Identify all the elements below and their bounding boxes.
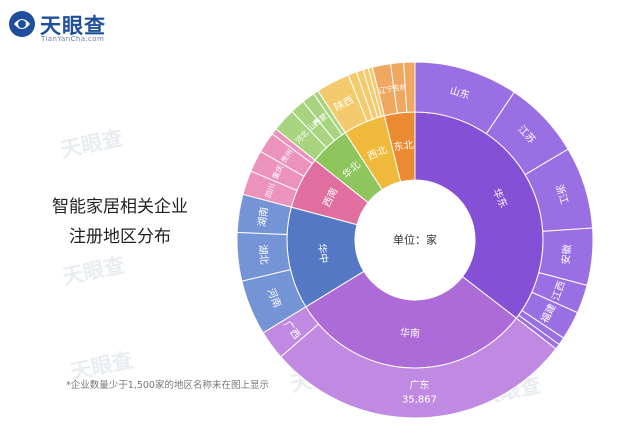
province-label: 广东	[410, 378, 430, 391]
tianyancha-logo-icon	[9, 11, 35, 37]
province-label: 辽宁	[378, 83, 395, 96]
footnote: *企业数量少于1,500家的地区名称未在图上显示	[66, 380, 269, 391]
brand-sub: TianYanCha.com	[41, 35, 105, 43]
chart-title-line: 注册地区分布	[69, 227, 171, 247]
region-label: 华中	[315, 243, 331, 265]
province-slice-6-2[interactable]	[403, 61, 416, 113]
province-label: 湖北	[256, 244, 270, 265]
province-value-label: 35,867	[402, 394, 437, 405]
center-label: 单位：家	[393, 233, 437, 247]
province-label: 吉林	[392, 82, 408, 94]
chart-title-line: 智能家居相关企业	[52, 197, 188, 217]
center-hole	[355, 180, 475, 300]
region-label: 华南	[400, 326, 421, 340]
province-label: 安徽	[559, 244, 574, 265]
province-label: 浙江	[553, 183, 570, 206]
brand-logo: 天眼查 TianYanCha.com	[8, 8, 148, 48]
province-label: 湖南	[255, 206, 271, 228]
region-label: 东北	[393, 138, 414, 153]
brand-name: 天眼查	[40, 14, 106, 38]
chart-title: 智能家居相关企业 注册地区分布	[40, 192, 200, 252]
